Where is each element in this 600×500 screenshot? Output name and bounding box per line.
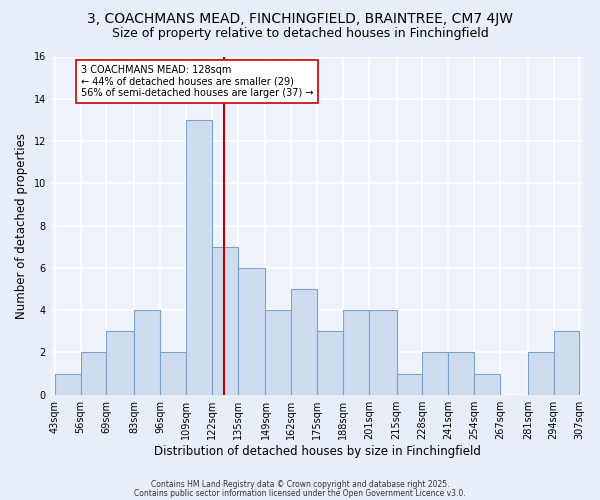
Bar <box>238 268 265 394</box>
Text: Contains HM Land Registry data © Crown copyright and database right 2025.: Contains HM Land Registry data © Crown c… <box>151 480 449 489</box>
Bar <box>160 352 186 395</box>
Y-axis label: Number of detached properties: Number of detached properties <box>15 132 28 318</box>
Bar <box>186 120 212 394</box>
Bar <box>528 352 554 395</box>
Bar <box>134 310 160 394</box>
Bar <box>448 352 474 395</box>
Bar <box>212 246 238 394</box>
X-axis label: Distribution of detached houses by size in Finchingfield: Distribution of detached houses by size … <box>154 444 481 458</box>
Bar <box>422 352 448 395</box>
Bar <box>397 374 422 394</box>
Text: 3, COACHMANS MEAD, FINCHINGFIELD, BRAINTREE, CM7 4JW: 3, COACHMANS MEAD, FINCHINGFIELD, BRAINT… <box>87 12 513 26</box>
Bar <box>55 374 80 394</box>
Bar <box>291 289 317 395</box>
Text: 3 COACHMANS MEAD: 128sqm
← 44% of detached houses are smaller (29)
56% of semi-d: 3 COACHMANS MEAD: 128sqm ← 44% of detach… <box>80 65 313 98</box>
Bar <box>106 332 134 394</box>
Bar <box>265 310 291 394</box>
Bar <box>343 310 369 394</box>
Text: Size of property relative to detached houses in Finchingfield: Size of property relative to detached ho… <box>112 28 488 40</box>
Bar <box>474 374 500 394</box>
Text: Contains public sector information licensed under the Open Government Licence v3: Contains public sector information licen… <box>134 488 466 498</box>
Bar <box>369 310 397 394</box>
Bar <box>317 332 343 394</box>
Bar <box>80 352 106 395</box>
Bar <box>554 332 580 394</box>
